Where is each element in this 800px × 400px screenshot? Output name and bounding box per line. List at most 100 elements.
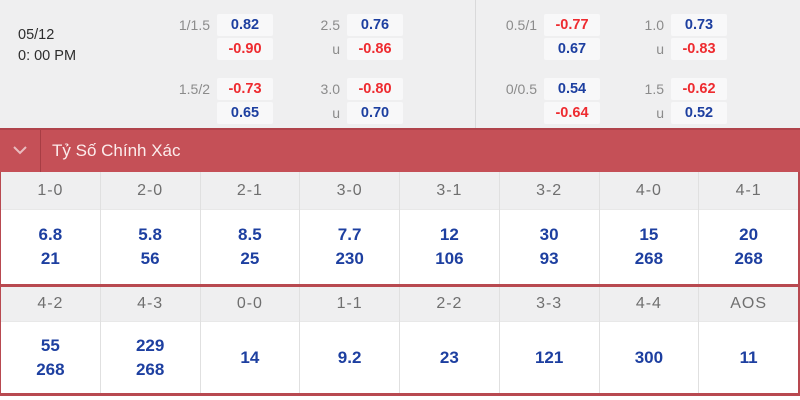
odds-row: u -0.83 [645,38,727,60]
odds-row: 1.5/2 -0.73 [179,78,273,100]
section-title: Tỷ Số Chính Xác [52,141,181,160]
odds-line-label: u [332,41,340,57]
match-datetime: 05/12 0: 00 PM [18,25,76,67]
odds-row: 0.65 [179,102,273,124]
score-odds-cell[interactable]: 55 268 [1,322,100,393]
odds-row: 0.67 [506,38,600,60]
score-column-4-1: 4-1 20 268 [699,172,798,284]
odds-row: 0.5/1 -0.77 [506,14,600,36]
odds-value: 21 [40,249,60,268]
score-header: 2-0 [100,172,200,210]
score-odds-cell[interactable]: 15 268 [599,210,699,284]
odds-value: 300 [634,347,664,367]
odds-row: 3.0 -0.80 [321,78,403,100]
odds-value-button[interactable]: -0.90 [217,38,273,60]
score-header: 3-3 [499,287,599,322]
odds-row: 1.0 0.73 [645,14,727,36]
odds-value: 121 [534,347,564,367]
odds-value-button[interactable]: 0.82 [217,14,273,36]
score-column-3-2: 3-2 30 93 [499,172,600,284]
odds-line-label: 1/1.5 [178,17,210,33]
odds-value: 268 [36,359,65,379]
odds-line-label: u [332,105,340,121]
score-odds-cell[interactable]: 14 [200,322,300,393]
score-column-3-1: 3-1 12 106 [400,172,500,284]
score-odds-cell[interactable]: 7.7 230 [300,210,399,284]
score-row-2: 4-2 55 268 4-3 229 268 0-0 14 1-1 9.2 2-2 23 3-3 121 4… [1,287,798,393]
score-odds-cell[interactable]: 8.5 25 [200,210,300,284]
odds-group-1: 1/1.5 0.82 -0.90 1.5/2 -0.73 0.65 [179,14,273,126]
odds-group-4: 1.0 0.73 u -0.83 1.5 -0.62 u 0.52 [645,14,727,126]
odds-line-label: u [656,105,664,121]
score-header: 1-0 [1,172,100,210]
odds-row: u -0.86 [321,38,403,60]
odds-value: 30 [539,225,559,245]
score-column-4-4: 4-4 300 [599,287,700,393]
score-column-0-0: 0-0 14 [200,287,301,393]
score-header: 4-1 [699,172,798,210]
odds-group-2: 2.5 0.76 u -0.86 3.0 -0.80 u 0.70 [321,14,403,126]
score-column-4-3: 4-3 229 268 [100,287,201,393]
score-header: 3-1 [400,172,499,210]
match-time: 0: 00 PM [18,48,77,64]
odds-line-label: u [656,41,664,57]
score-column-3-0: 3-0 7.7 230 [300,172,400,284]
odds-value: 229 [135,335,165,355]
score-column-4-2: 4-2 55 268 [1,287,101,393]
score-odds-cell[interactable]: 9.2 [300,322,399,393]
odds-value: 8.5 [238,225,262,245]
score-odds-cell[interactable]: 20 268 [699,210,798,284]
score-header: 4-0 [599,172,699,210]
odds-value: 7.7 [337,225,362,245]
odds-value-button[interactable]: -0.80 [347,78,403,100]
odds-row: -0.90 [179,38,273,60]
odds-row: u 0.70 [321,102,403,124]
odds-value-button[interactable]: -0.73 [217,78,273,100]
odds-value-button[interactable]: 0.70 [347,102,403,124]
score-odds-cell[interactable]: 12 106 [400,210,499,284]
collapse-toggle[interactable] [0,130,41,172]
section-bar-correct-score: Tỷ Số Chính Xác [0,128,800,172]
odds-value-button[interactable]: -0.77 [544,14,600,36]
odds-value-button[interactable]: 0.52 [671,102,727,124]
odds-value: 55 [40,335,60,355]
score-odds-cell[interactable]: 5.8 56 [100,210,200,284]
odds-value-button[interactable]: -0.64 [544,102,600,124]
odds-value-button[interactable]: 0.76 [347,14,403,36]
score-column-4-0: 4-0 15 268 [599,172,700,284]
score-odds-cell[interactable]: 300 [599,322,699,393]
odds-value: 56 [140,249,160,268]
odds-value-button[interactable]: -0.62 [671,78,727,100]
odds-group-3: 0.5/1 -0.77 0.67 0/0.5 0.54 -0.64 [506,14,600,126]
odds-value-button[interactable]: -0.83 [671,38,727,60]
odds-value: 20 [739,225,759,245]
odds-value-button[interactable]: 0.67 [544,38,600,60]
score-column-1-0: 1-0 6.8 21 [1,172,101,284]
score-odds-cell[interactable]: 30 93 [499,210,599,284]
score-column-3-3: 3-3 121 [499,287,600,393]
score-odds-cell[interactable]: 121 [499,322,599,393]
odds-row: 2.5 0.76 [321,14,403,36]
odds-value: 268 [734,249,763,268]
score-odds-cell[interactable]: 23 [400,322,499,393]
score-header: 2-2 [400,287,499,322]
odds-line-label: 0.5/1 [505,17,537,33]
odds-line-label: 3.0 [320,81,340,97]
odds-value-button[interactable]: 0.73 [671,14,727,36]
score-header: 4-3 [100,287,200,322]
chevron-down-icon [12,142,28,160]
score-odds-cell[interactable]: 229 268 [100,322,200,393]
odds-line-label: 2.5 [320,17,340,33]
odds-value: 14 [240,347,260,367]
score-odds-cell[interactable]: 11 [699,322,798,393]
odds-value-button[interactable]: 0.65 [217,102,273,124]
odds-value-button[interactable]: 0.54 [544,78,600,100]
odds-value: 5.8 [138,225,162,245]
odds-value: 268 [634,249,664,268]
odds-value: 11 [739,347,758,367]
score-odds-cell[interactable]: 6.8 21 [1,210,100,284]
correct-score-table: 1-0 6.8 21 2-0 5.8 56 2-1 8.5 25 3-0 7.7 230 3-1 12 10… [0,172,800,396]
score-column-2-0: 2-0 5.8 56 [100,172,201,284]
odds-value-button[interactable]: -0.86 [347,38,403,60]
group-separator [1,284,798,287]
